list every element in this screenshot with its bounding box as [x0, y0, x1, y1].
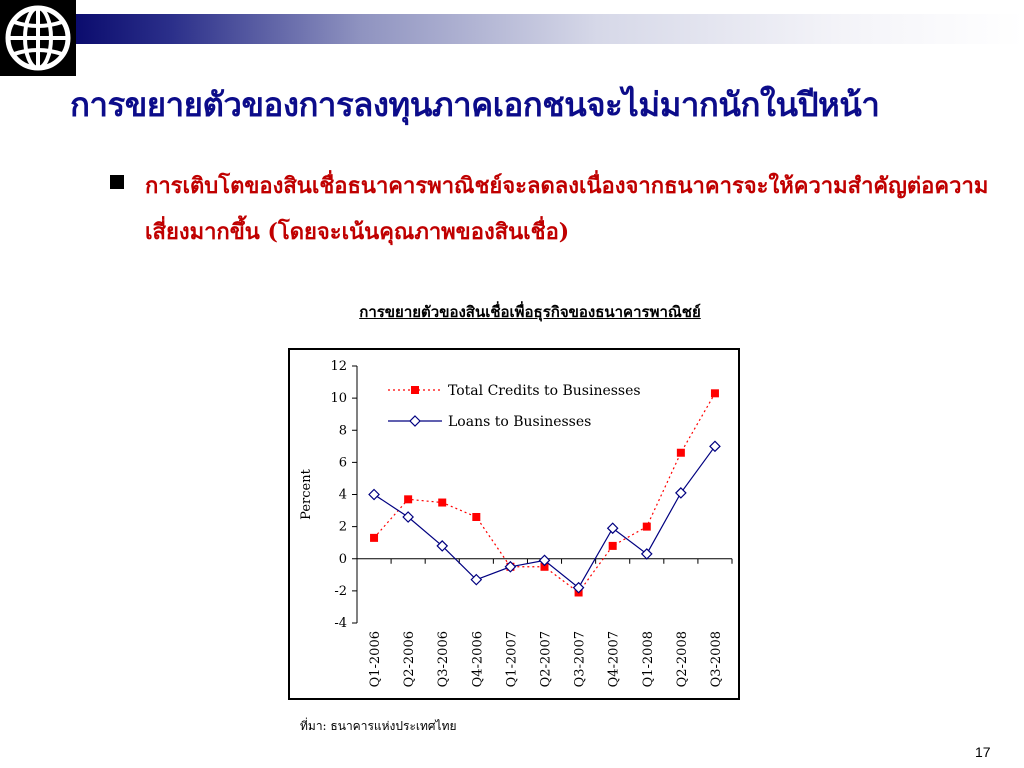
- data-point-loans: [436, 540, 449, 552]
- x-tick-label: Q1-2008: [641, 631, 656, 687]
- x-tick-label: Q1-2007: [504, 631, 519, 687]
- data-point-loans: [470, 573, 483, 586]
- legend-label: Total Credits to Businesses: [448, 383, 641, 399]
- data-point-loans: [606, 522, 619, 535]
- slide-title: การขยายตัวของการลงทุนภาคเอกชนจะไม่มากนัก…: [70, 85, 880, 124]
- data-point-total-credits: [608, 541, 617, 550]
- y-tick-label: 10: [330, 391, 347, 406]
- y-tick-label: -4: [334, 616, 347, 631]
- line-chart: -4 -2 0 2 4 6 8 10 12 Percent Q1-2006 Q2-2006 Q3-200…: [299, 359, 733, 687]
- data-point-loans: [675, 487, 687, 499]
- data-point-total-credits: [472, 512, 481, 521]
- x-tick-label: Q2-2008: [675, 631, 690, 687]
- bullet-text: การเติบโตของสินเชื่อธนาคารพาณิชย์จะลดลงเ…: [145, 173, 989, 245]
- chart-frame: -4 -2 0 2 4 6 8 10 12 Percent Q1-2006 Q2-2006 Q3-200…: [288, 348, 740, 700]
- x-tick-label: Q1-2006: [368, 631, 383, 687]
- y-tick-label: -2: [334, 584, 347, 599]
- x-tick-label: Q3-2008: [709, 631, 724, 687]
- world-bank-logo: [0, 0, 76, 76]
- page-number: 17: [975, 744, 991, 760]
- y-tick-label: 0: [339, 552, 347, 567]
- y-axis-label: Percent: [299, 468, 314, 519]
- x-tick-label: Q4-2006: [470, 631, 485, 687]
- x-tick-label: Q2-2006: [402, 631, 417, 687]
- y-tick-label: 8: [339, 423, 347, 438]
- data-point-total-credits: [710, 389, 719, 398]
- data-point-loans: [640, 548, 653, 560]
- x-tick-label: Q3-2007: [573, 631, 588, 687]
- data-point-total-credits: [540, 562, 549, 571]
- world-bank-globe-icon: [5, 5, 71, 71]
- data-point-total-credits: [438, 498, 447, 507]
- bullet-marker: [110, 175, 124, 189]
- data-point-loans: [709, 440, 721, 453]
- data-point-loans: [504, 560, 517, 573]
- legend-label: Loans to Businesses: [448, 414, 591, 430]
- data-point-loans: [402, 511, 414, 523]
- data-point-total-credits: [404, 495, 413, 504]
- data-point-loans: [572, 581, 585, 594]
- y-tick-label: 6: [339, 455, 347, 470]
- y-tick-label: 12: [330, 359, 347, 374]
- legend-marker: [411, 386, 419, 394]
- x-tick-label: Q2-2007: [539, 631, 554, 687]
- x-tick-label: Q4-2007: [607, 631, 622, 687]
- y-tick-label: 2: [339, 520, 347, 535]
- source-note: ที่มา: ธนาคารแห่งประเทศไทย: [300, 719, 457, 733]
- data-point-total-credits: [370, 533, 379, 542]
- header-gradient-bar: [76, 14, 1024, 44]
- data-point-loans: [368, 488, 380, 501]
- data-point-total-credits: [676, 448, 685, 457]
- x-tick-label: Q3-2006: [436, 631, 451, 687]
- data-point-total-credits: [642, 522, 651, 531]
- data-point-loans: [538, 554, 551, 567]
- y-tick-label: 4: [339, 488, 347, 503]
- chart-title: การขยายตัวของสินเชื่อเพื่อธุรกิจของธนาคา…: [359, 303, 701, 321]
- legend-marker: [409, 415, 421, 427]
